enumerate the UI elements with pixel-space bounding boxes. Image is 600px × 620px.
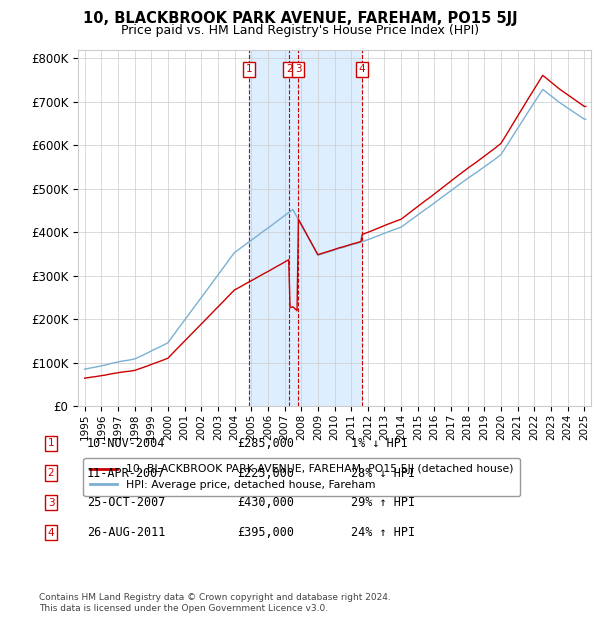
Text: 10-NOV-2004: 10-NOV-2004 xyxy=(87,437,166,450)
Text: 10, BLACKBROOK PARK AVENUE, FAREHAM, PO15 5JJ: 10, BLACKBROOK PARK AVENUE, FAREHAM, PO1… xyxy=(83,11,517,26)
Bar xyxy=(249,50,289,406)
Text: £225,000: £225,000 xyxy=(237,467,294,479)
Text: Contains HM Land Registry data © Crown copyright and database right 2024.
This d: Contains HM Land Registry data © Crown c… xyxy=(39,593,391,613)
Bar xyxy=(289,50,298,406)
Text: 24% ↑ HPI: 24% ↑ HPI xyxy=(351,526,415,539)
Text: 28% ↓ HPI: 28% ↓ HPI xyxy=(351,467,415,479)
Text: 3: 3 xyxy=(295,64,302,74)
Text: £395,000: £395,000 xyxy=(237,526,294,539)
Text: 1: 1 xyxy=(47,438,55,448)
Text: Price paid vs. HM Land Registry's House Price Index (HPI): Price paid vs. HM Land Registry's House … xyxy=(121,24,479,37)
Text: 3: 3 xyxy=(47,498,55,508)
Text: 26-AUG-2011: 26-AUG-2011 xyxy=(87,526,166,539)
Text: 29% ↑ HPI: 29% ↑ HPI xyxy=(351,497,415,509)
Text: 2: 2 xyxy=(47,468,55,478)
Text: 11-APR-2007: 11-APR-2007 xyxy=(87,467,166,479)
Text: 1: 1 xyxy=(245,64,252,74)
Bar xyxy=(298,50,362,406)
Text: 1% ↓ HPI: 1% ↓ HPI xyxy=(351,437,408,450)
Legend: 10, BLACKBROOK PARK AVENUE, FAREHAM, PO15 5JJ (detached house), HPI: Average pri: 10, BLACKBROOK PARK AVENUE, FAREHAM, PO1… xyxy=(83,458,520,496)
Text: £430,000: £430,000 xyxy=(237,497,294,509)
Text: 4: 4 xyxy=(359,64,365,74)
Text: 25-OCT-2007: 25-OCT-2007 xyxy=(87,497,166,509)
Text: 4: 4 xyxy=(47,528,55,538)
Text: 2: 2 xyxy=(286,64,293,74)
Text: £285,000: £285,000 xyxy=(237,437,294,450)
